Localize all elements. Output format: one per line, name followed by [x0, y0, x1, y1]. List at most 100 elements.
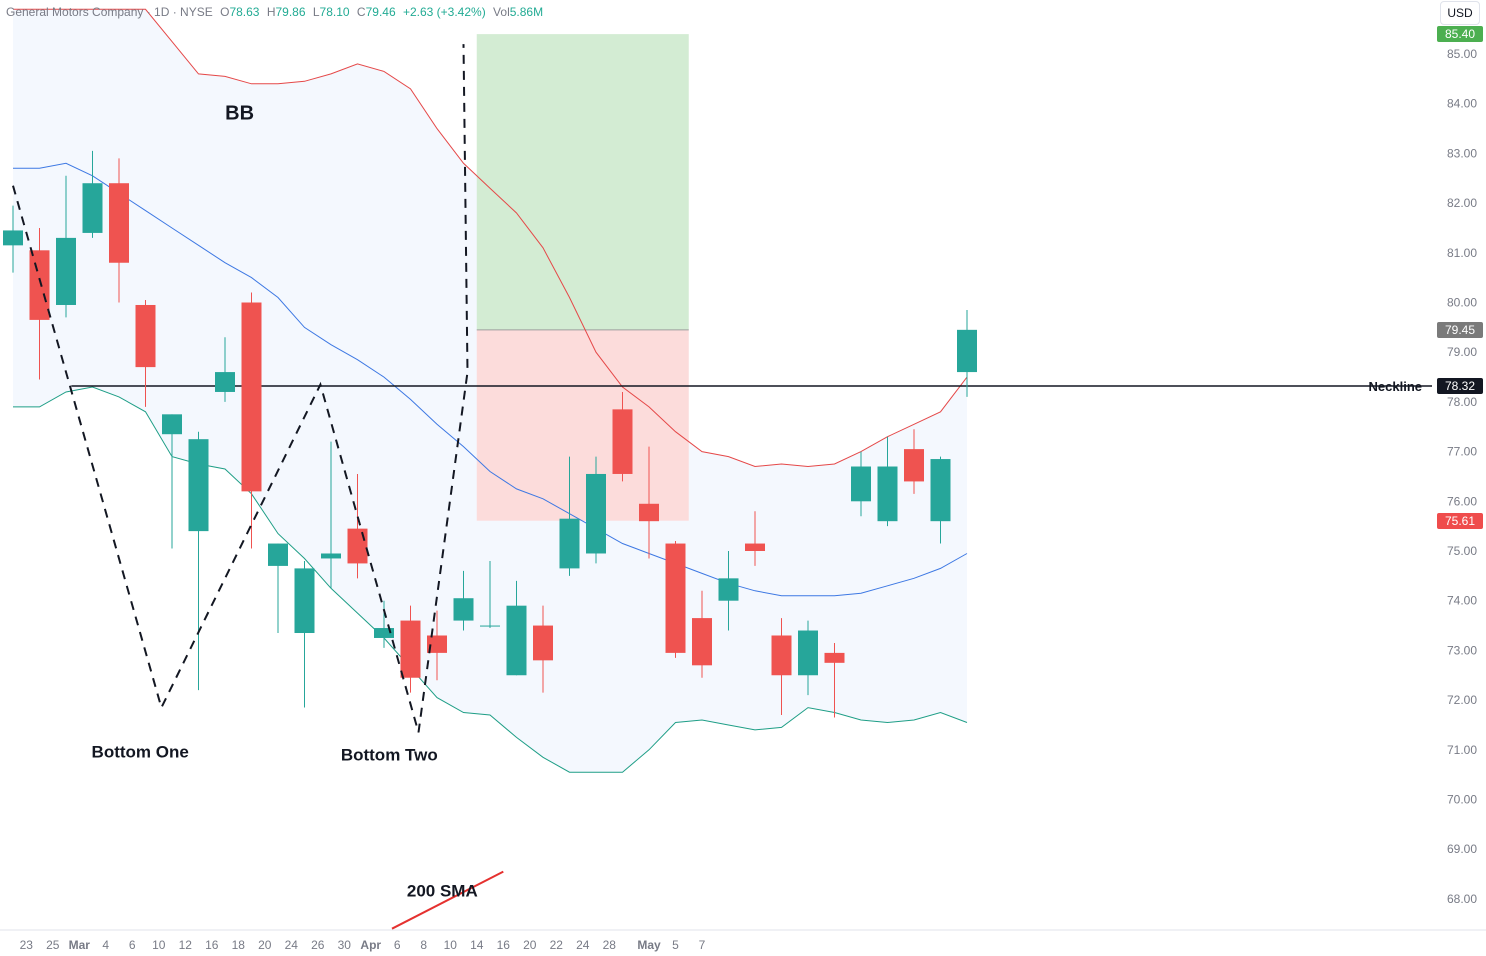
x-tick-label: 7 [699, 938, 706, 952]
x-tick-label: 24 [285, 938, 299, 952]
y-tick-label: 82.00 [1447, 196, 1477, 210]
candle-body [215, 372, 235, 392]
y-tick-label: 74.00 [1447, 594, 1477, 608]
stop-zone [476, 329, 689, 521]
x-tick-label: 23 [20, 938, 34, 952]
candle-body [188, 439, 209, 532]
y-tick-label: 85.00 [1447, 47, 1477, 61]
candle-body [374, 628, 394, 638]
stop-tag-bg [1437, 513, 1483, 529]
x-tick-label: 20 [523, 938, 537, 952]
candle-body [56, 237, 76, 305]
x-tick-label: 24 [576, 938, 590, 952]
y-tick-label: 73.00 [1447, 643, 1477, 657]
double-bottom-pattern [12, 44, 469, 733]
candle-body [453, 598, 474, 621]
x-tick-label: 25 [46, 938, 60, 952]
y-tick-label: 81.00 [1447, 246, 1477, 260]
close-label: C [356, 5, 366, 19]
candle-body [135, 304, 156, 368]
y-tick-label: 77.00 [1447, 445, 1477, 459]
x-tick-label: 6 [129, 938, 136, 952]
candle-body [29, 250, 50, 320]
x-tick-label: 4 [102, 938, 109, 952]
stop-price-tag: 75.61 [1444, 514, 1476, 528]
candle-body [321, 553, 341, 559]
volume-value: 5.86M [509, 5, 544, 19]
candle-body [347, 528, 368, 564]
candle-body [851, 466, 871, 502]
x-tick-label: 20 [258, 938, 272, 952]
target-zone [476, 34, 689, 330]
candle-body [241, 302, 262, 492]
y-tick-label: 83.00 [1447, 146, 1477, 160]
y-tick-label: 78.00 [1447, 395, 1477, 409]
x-tick-label: 12 [179, 938, 193, 952]
candle-body [771, 635, 792, 676]
low-value: 78.10 [319, 5, 350, 19]
candle-body [877, 466, 898, 522]
candle-body [824, 652, 845, 663]
high-label: H [266, 5, 276, 19]
open-value: 78.63 [229, 5, 260, 19]
candle-body [506, 605, 527, 676]
candle-body [930, 459, 951, 522]
neckline-label: Neckline [1369, 379, 1422, 394]
target-tag-bg [1437, 26, 1483, 42]
currency-button[interactable]: USD [1440, 1, 1480, 25]
candle-body [294, 568, 315, 634]
annotation-bottom-one: Bottom One [92, 742, 189, 761]
candle-body [692, 618, 712, 666]
candle-body [665, 543, 686, 653]
candle-body [400, 620, 421, 678]
candle-body [957, 329, 977, 373]
change-value: +2.63 (+3.42%) [402, 5, 486, 19]
symbol-name[interactable]: General Motors Company · 1D · NYSE [6, 5, 213, 19]
candle-body [798, 630, 818, 676]
y-tick-label: 76.00 [1447, 494, 1477, 508]
annotation-bottom-two: Bottom Two [341, 746, 438, 765]
x-tick-label: 16 [205, 938, 219, 952]
y-tick-label: 84.00 [1447, 97, 1477, 111]
x-tick-label: May [637, 938, 661, 952]
volume-label: Vol [493, 5, 510, 19]
x-tick-label: 10 [152, 938, 166, 952]
x-tick-label: 18 [232, 938, 246, 952]
bb-upper-line [13, 8, 968, 468]
bb-basis-line [13, 162, 968, 597]
entry-price-tag: 79.45 [1444, 323, 1476, 337]
y-tick-label: 69.00 [1447, 842, 1477, 856]
x-tick-label: 6 [394, 938, 401, 952]
x-tick-label: 5 [672, 938, 679, 952]
neckline-tag-bg [1437, 378, 1483, 394]
x-tick-label: 10 [444, 938, 458, 952]
close-value: 79.46 [365, 5, 396, 19]
y-tick-label: 80.00 [1447, 296, 1477, 310]
y-tick-label: 79.00 [1447, 345, 1477, 359]
x-tick-label: 26 [311, 938, 325, 952]
y-tick-label: 68.00 [1447, 892, 1477, 906]
candle-body [533, 625, 553, 661]
symbol-legend: General Motors Company · 1D · NYSE O78.6… [6, 5, 543, 19]
candle-body [612, 409, 633, 474]
x-tick-label: 16 [497, 938, 511, 952]
candle-body [480, 625, 500, 627]
x-tick-label: 28 [603, 938, 617, 952]
candle-body [559, 518, 580, 569]
annotation-bb: BB [225, 103, 254, 125]
candle-body [109, 183, 129, 263]
y-tick-label: 70.00 [1447, 793, 1477, 807]
sma200-line [391, 870, 504, 930]
open-label: O [220, 5, 230, 19]
y-tick-label: 75.00 [1447, 544, 1477, 558]
x-tick-label: 30 [338, 938, 352, 952]
candle-body [586, 473, 606, 554]
x-tick-label: 22 [550, 938, 564, 952]
x-tick-label: 14 [470, 938, 484, 952]
candle-body [82, 183, 103, 233]
candle-body [904, 449, 924, 482]
entry-tag-bg [1437, 322, 1483, 338]
x-tick-label: Apr [360, 938, 381, 952]
x-tick-label: Mar [69, 938, 91, 952]
